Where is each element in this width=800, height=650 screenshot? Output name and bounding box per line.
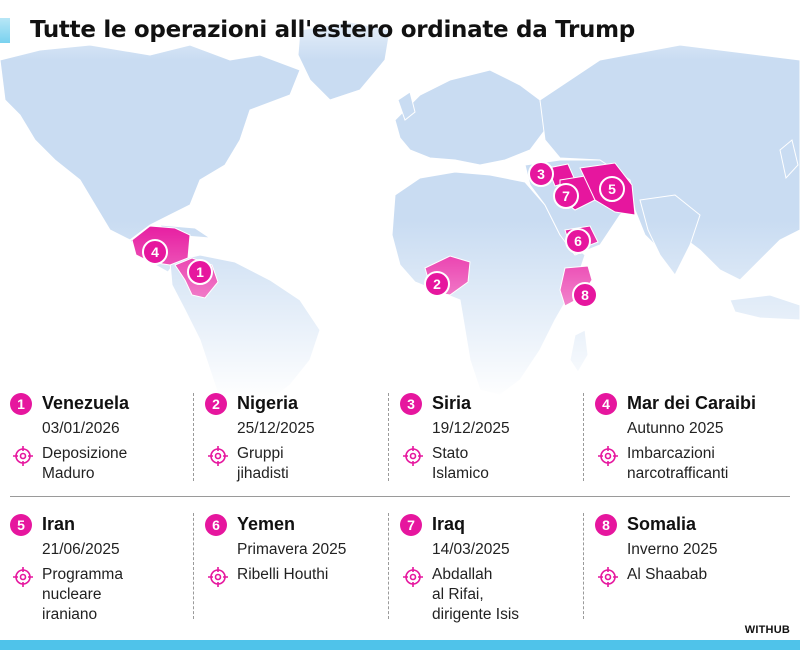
column-divider [388, 513, 389, 619]
target-icon [403, 446, 423, 466]
credit-logo: WITHUB [744, 624, 790, 636]
map-marker-6-label: 6 [574, 233, 582, 249]
operation-entry: 8 Somalia Inverno 2025 Al Shaabab [595, 514, 795, 587]
map-marker-7-label: 7 [562, 188, 570, 204]
map-marker-4: 4 [142, 239, 168, 265]
operation-entry: 5 Iran 21/06/2025 Programma nucleare ira… [10, 514, 190, 625]
target-icon [13, 567, 33, 587]
target-line: Abdallah [432, 566, 493, 583]
page-title: Tutte le operazioni all'estero ordinate … [30, 17, 635, 43]
target-line: Programma [42, 566, 123, 583]
target-line: Maduro [42, 465, 95, 482]
country-name: Venezuela [42, 393, 130, 413]
operation-entry: 7 Iraq 14/03/2025 Abdallah al Rifai, dir… [400, 514, 580, 625]
number-badge: 7 [400, 514, 422, 536]
column-divider [193, 393, 194, 481]
operation-date: 14/03/2025 [432, 541, 510, 558]
target-line: iraniano [42, 606, 98, 623]
country-name: Iran [42, 514, 76, 534]
operation-entry: 1 Venezuela 03/01/2026 Deposizione Madur… [10, 393, 190, 484]
target-icon [208, 567, 228, 587]
operation-entry: 4 Mar dei Caraibi Autunno 2025 Imbarcazi… [595, 393, 795, 484]
number-badge: 5 [10, 514, 32, 536]
country-name: Iraq [432, 514, 466, 534]
map-marker-3: 3 [528, 161, 554, 187]
operation-date: 21/06/2025 [42, 541, 120, 558]
number-badge: 8 [595, 514, 617, 536]
operation-date: 03/01/2026 [42, 420, 120, 437]
target-icon [403, 567, 423, 587]
map-marker-5-label: 5 [608, 181, 616, 197]
map-marker-2: 2 [424, 271, 450, 297]
map-marker-2-label: 2 [433, 276, 441, 292]
country-name: Nigeria [237, 393, 299, 413]
column-divider [388, 393, 389, 481]
map-marker-8-label: 8 [581, 287, 589, 303]
target-icon [13, 446, 33, 466]
number-badge: 6 [205, 514, 227, 536]
column-divider [193, 513, 194, 619]
map-marker-5: 5 [599, 176, 625, 202]
target-line: Islamico [432, 465, 489, 482]
map-marker-4-label: 4 [151, 244, 159, 260]
operation-date: 19/12/2025 [432, 420, 510, 437]
footer-bar [0, 640, 800, 650]
country-name: Mar dei Caraibi [627, 393, 757, 413]
map-marker-3-label: 3 [537, 166, 545, 182]
map-marker-7: 7 [553, 183, 579, 209]
target-line: Imbarcazioni [627, 445, 715, 462]
target-icon [598, 567, 618, 587]
map-marker-1: 1 [187, 259, 213, 285]
number-badge: 4 [595, 393, 617, 415]
row-divider [10, 496, 790, 497]
target-line: dirigente Isis [432, 606, 520, 623]
operation-date: Primavera 2025 [237, 541, 347, 558]
target-line: Gruppi [237, 445, 284, 462]
number-badge: 1 [10, 393, 32, 415]
target-icon [208, 446, 228, 466]
map-fade-bottom [0, 0, 800, 400]
operation-entry: 6 Yemen Primavera 2025 Ribelli Houthi [205, 514, 385, 587]
country-name: Siria [432, 393, 472, 413]
operation-date: Inverno 2025 [627, 541, 718, 558]
target-line: Stato [432, 445, 469, 462]
operation-entry: 2 Nigeria 25/12/2025 Gruppi jihadisti [205, 393, 385, 484]
target-line: Ribelli Houthi [237, 566, 329, 583]
operation-date: 25/12/2025 [237, 420, 315, 437]
country-name: Yemen [237, 514, 296, 534]
operations-legend: 1 Venezuela 03/01/2026 Deposizione Madur… [0, 385, 800, 625]
map-marker-6: 6 [565, 228, 591, 254]
map-marker-8: 8 [572, 282, 598, 308]
column-divider [583, 513, 584, 619]
map-marker-1-label: 1 [196, 264, 204, 280]
target-line: Al Shaabab [627, 566, 708, 583]
target-line: nucleare [42, 586, 102, 603]
target-line: al Rifai, [432, 586, 484, 603]
world-map: 1 2 3 4 5 6 7 8 [0, 0, 800, 400]
operation-date: Autunno 2025 [627, 420, 724, 437]
operation-entry: 3 Siria 19/12/2025 Stato Islamico [400, 393, 580, 484]
number-badge: 3 [400, 393, 422, 415]
target-icon [598, 446, 618, 466]
country-name: Somalia [627, 514, 697, 534]
number-badge: 2 [205, 393, 227, 415]
target-line: narcotrafficanti [627, 465, 729, 482]
target-line: Deposizione [42, 445, 128, 462]
column-divider [583, 393, 584, 481]
target-line: jihadisti [237, 465, 289, 482]
